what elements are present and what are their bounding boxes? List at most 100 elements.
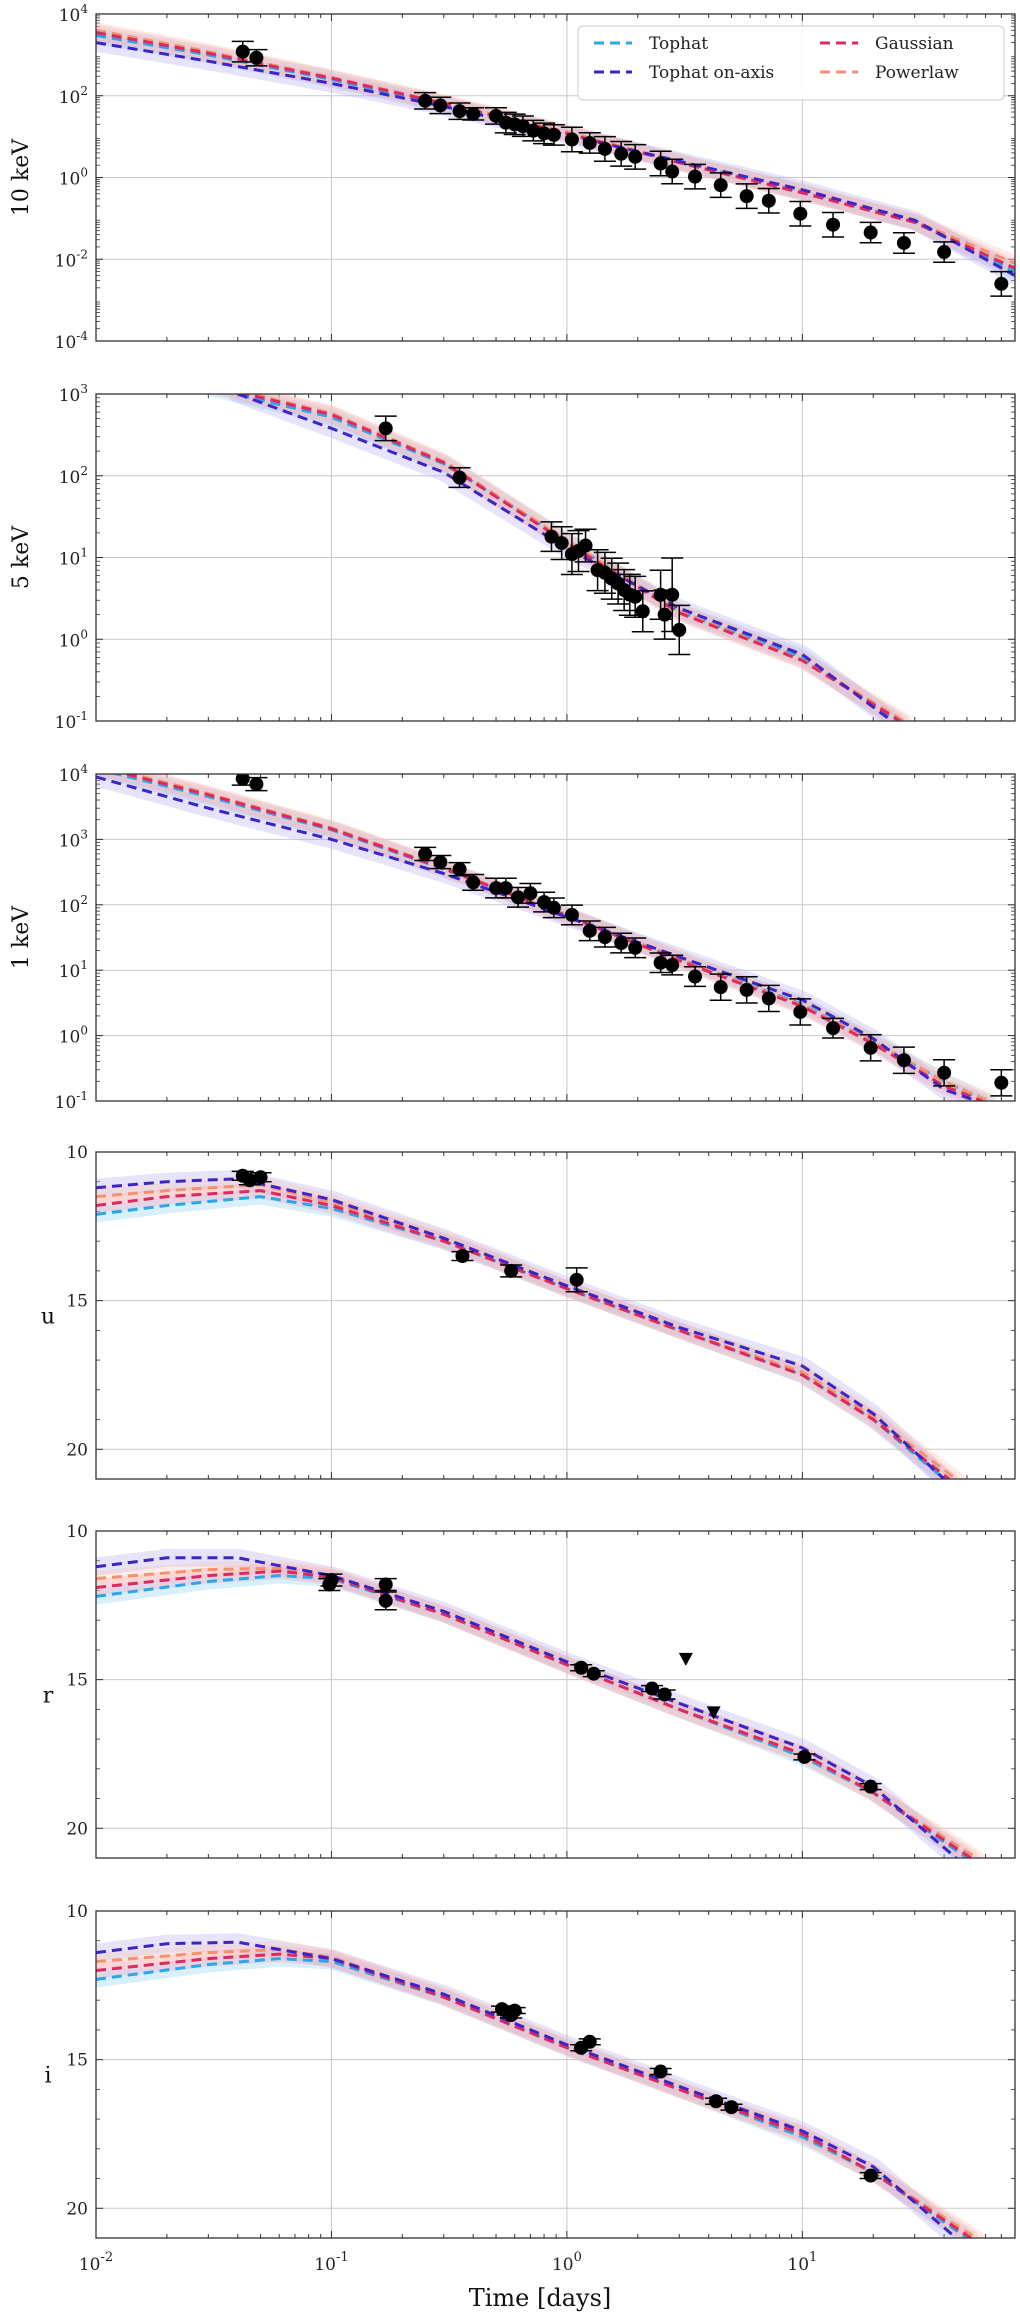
y-tick-label: 102 <box>59 464 88 488</box>
upper-limit-marker <box>706 1706 721 1720</box>
gaussian-model-line <box>96 1952 972 2238</box>
y-tick-labels: 104 103 102 101 100 10-1 <box>55 762 89 1113</box>
data-point <box>578 131 601 154</box>
axes-frame <box>95 13 1016 342</box>
data-marker <box>863 2168 878 2183</box>
data-point <box>624 937 647 959</box>
data-point <box>735 976 758 1004</box>
y-tick-label: 10-1 <box>55 1089 88 1113</box>
y-tick-label: 104 <box>59 762 89 786</box>
data-point <box>653 1687 676 1702</box>
data-marker <box>489 881 504 896</box>
y-tick-label: 20 <box>66 2199 88 2219</box>
data-marker <box>554 536 569 551</box>
axes-frame <box>95 393 1016 722</box>
data-marker <box>324 1573 339 1588</box>
data-marker <box>793 206 808 221</box>
data-marker <box>688 169 703 184</box>
powerlaw-model-line <box>96 1566 978 1858</box>
data-point <box>859 1779 882 1794</box>
legend-label: Powerlaw <box>875 63 959 83</box>
gaussian-band <box>96 1563 979 1858</box>
onaxis-band <box>96 774 986 1101</box>
data-marker <box>511 890 526 905</box>
data-marker <box>526 123 541 138</box>
data-marker <box>235 44 250 59</box>
data-point <box>892 232 915 254</box>
data-marker <box>597 930 612 945</box>
data-point <box>500 1263 523 1278</box>
onaxis-band <box>96 1933 966 2238</box>
data-point <box>448 861 471 877</box>
data-point <box>542 897 565 919</box>
gaussian-model-line <box>96 1189 951 1479</box>
data-point <box>631 590 654 633</box>
panel-5: 10 15 20 r <box>43 1522 1016 1859</box>
data-marker <box>582 2034 597 2049</box>
data-point <box>578 2034 601 2049</box>
data-marker <box>826 1021 841 1036</box>
legend-box <box>577 25 1005 101</box>
data-point <box>374 415 397 442</box>
data-marker <box>433 855 448 870</box>
data-marker <box>614 936 629 951</box>
data-marker <box>863 225 878 240</box>
data-marker <box>688 969 703 984</box>
data-point <box>245 776 268 792</box>
y-tick-label: 101 <box>59 958 88 982</box>
data-points <box>231 40 1013 297</box>
data-marker <box>546 900 561 915</box>
data-point <box>429 854 452 870</box>
y-tick-label: 20 <box>66 1819 88 1839</box>
panel-4: 10 15 20 u <box>41 1143 1016 1480</box>
data-marker <box>466 106 481 121</box>
data-point <box>933 1058 956 1087</box>
y-tick-label: 100 <box>59 166 88 190</box>
data-point <box>578 920 601 942</box>
data-point <box>789 998 812 1026</box>
y-axis-title: 10 keV <box>9 138 34 216</box>
data-point <box>429 96 452 115</box>
data-marker <box>242 1173 257 1188</box>
grid-lines <box>96 1911 1015 2238</box>
data-marker <box>452 862 467 877</box>
data-marker <box>657 1687 672 1702</box>
data-point <box>859 1034 882 1062</box>
gaussian-model-line <box>240 394 901 721</box>
data-marker <box>665 958 680 973</box>
y-tick-label: 10 <box>66 1902 88 1922</box>
powerlaw-band <box>96 1560 985 1858</box>
panel-2: 103 102 101 100 10-1 5 keV <box>9 382 1016 733</box>
gaussian-model-line <box>96 31 1015 270</box>
data-marker <box>665 587 680 602</box>
data-point <box>709 973 732 1002</box>
y-tick-label: 15 <box>66 2051 88 2071</box>
panel-3: 104 103 102 101 100 10-1 1 keV <box>9 762 1016 1113</box>
data-point <box>624 143 647 170</box>
ticks <box>95 1530 1016 1859</box>
y-tick-label: 103 <box>59 827 88 851</box>
gaussian-model-line <box>96 1569 972 1858</box>
y-tick-label: 10 <box>66 1522 88 1542</box>
data-point <box>684 163 707 190</box>
data-marker <box>452 470 467 485</box>
grid-lines <box>96 394 1015 721</box>
data-point <box>414 846 437 862</box>
y-tick-label: 10-2 <box>55 247 88 271</box>
data-marker <box>378 1593 393 1608</box>
data-point <box>709 172 732 199</box>
data-points <box>374 415 691 656</box>
tophat-model-line <box>228 394 897 721</box>
x-tick-label: 100 <box>552 2250 582 2275</box>
data-point <box>720 2100 743 2115</box>
data-marker <box>793 1004 808 1019</box>
data-marker <box>797 1749 812 1764</box>
data-point <box>565 1267 588 1293</box>
data-point <box>593 926 616 948</box>
x-axis: Time [days] 10-2 10-1 100 101 <box>79 2250 817 2312</box>
data-point <box>990 1068 1013 1097</box>
data-point <box>735 183 758 210</box>
data-marker <box>564 132 579 147</box>
legend: Tophat Tophat on-axis Gaussian Powerlaw <box>577 25 1005 101</box>
data-marker <box>863 1779 878 1794</box>
